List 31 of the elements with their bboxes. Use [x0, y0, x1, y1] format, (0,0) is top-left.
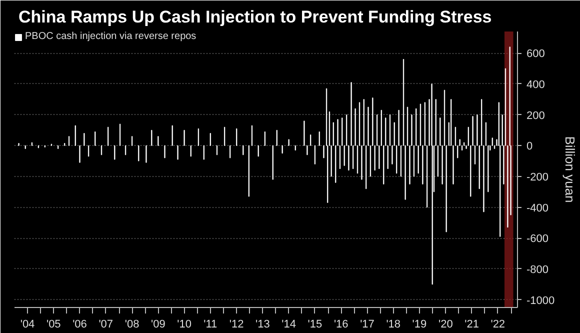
x-tick-label: '20	[438, 318, 453, 330]
x-tick-label: '13	[256, 318, 270, 330]
y-axis-title: Billion yuan	[562, 136, 578, 203]
x-tick-label: '04	[20, 318, 35, 330]
x-tick-label: '19	[412, 318, 427, 330]
x-tick-label: '22	[490, 318, 506, 330]
y-tick-label: -600	[526, 233, 549, 246]
legend-label: PBOC cash injection via reverse repos	[25, 31, 196, 42]
x-tick-label: '12	[229, 318, 244, 330]
y-tick-label: -1000	[526, 294, 555, 307]
x-tick-label: '17	[360, 318, 374, 330]
y-tick-label: -200	[526, 171, 549, 184]
x-tick-label: '15	[308, 318, 322, 330]
x-tick-label: '06	[72, 318, 87, 330]
x-tick-label: '18	[386, 318, 401, 330]
x-tick-label: '05	[46, 318, 61, 330]
x-tick-label: '08	[124, 318, 140, 330]
y-tick-label: 200	[526, 110, 545, 122]
x-tick-label: '07	[98, 318, 114, 330]
y-tick-label: 0	[526, 140, 533, 153]
y-tick-label: -400	[526, 202, 549, 214]
x-tick-label: '16	[334, 318, 348, 330]
y-tick-label: -800	[526, 264, 549, 276]
x-tick-label: '10	[177, 318, 192, 330]
y-tick-label: 400	[526, 78, 545, 91]
x-tick-label: '11	[204, 318, 218, 330]
x-tick-label: '09	[151, 318, 166, 330]
y-tick-label: 600	[526, 48, 545, 60]
x-tick-label: '14	[282, 318, 296, 330]
x-tick-label: '21	[464, 318, 479, 330]
chart-title: China Ramps Up Cash Injection to Prevent Funding Stress	[18, 8, 492, 26]
